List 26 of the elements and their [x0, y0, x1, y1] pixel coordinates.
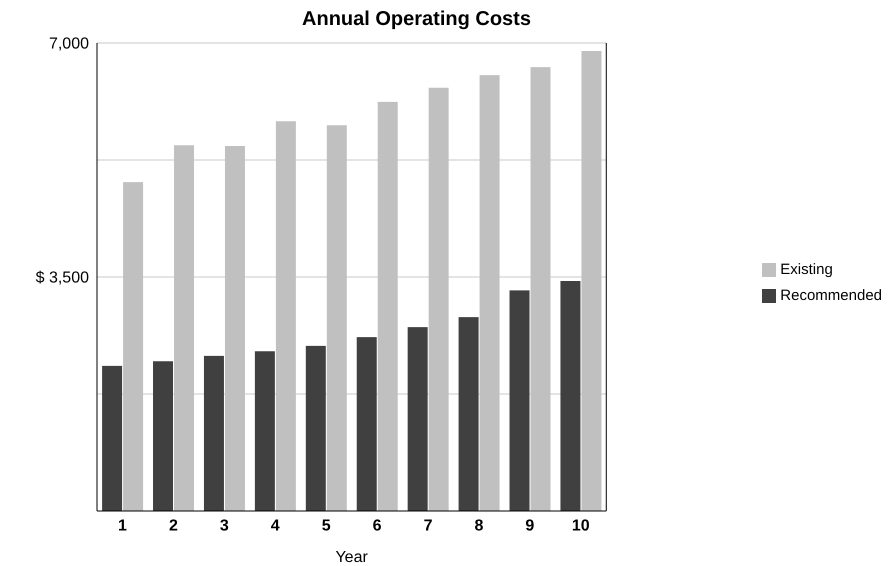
- bar: [560, 281, 580, 511]
- x-tick-label: 5: [322, 517, 331, 534]
- y-tick-label: $ 3,500: [36, 270, 90, 287]
- bar: [306, 346, 326, 511]
- x-tick-label: 9: [525, 517, 534, 534]
- bar: [510, 290, 530, 511]
- chart-title: Annual Operating Costs: [301, 8, 532, 31]
- bar: [204, 356, 224, 511]
- x-tick-label: 2: [168, 517, 178, 534]
- x-tick-label: 6: [372, 517, 382, 534]
- x-axis-title: Year: [335, 549, 368, 566]
- bar: [254, 351, 275, 511]
- x-tick-label: 3: [220, 517, 229, 534]
- x-tick-label: 8: [474, 517, 484, 534]
- bar: [408, 327, 428, 511]
- bar: [458, 317, 479, 511]
- legend-label: Existing: [780, 261, 833, 278]
- x-tick-label: 7: [424, 517, 433, 534]
- bar: [102, 366, 122, 511]
- x-tick-label: 4: [270, 517, 280, 534]
- x-tick-label: 1: [118, 517, 128, 534]
- x-tick-label: 10: [572, 517, 590, 534]
- bar: [153, 361, 174, 511]
- bar: [356, 337, 377, 511]
- legend-label: Recommended: [780, 287, 882, 304]
- y-tick-label: 7,000: [48, 36, 90, 53]
